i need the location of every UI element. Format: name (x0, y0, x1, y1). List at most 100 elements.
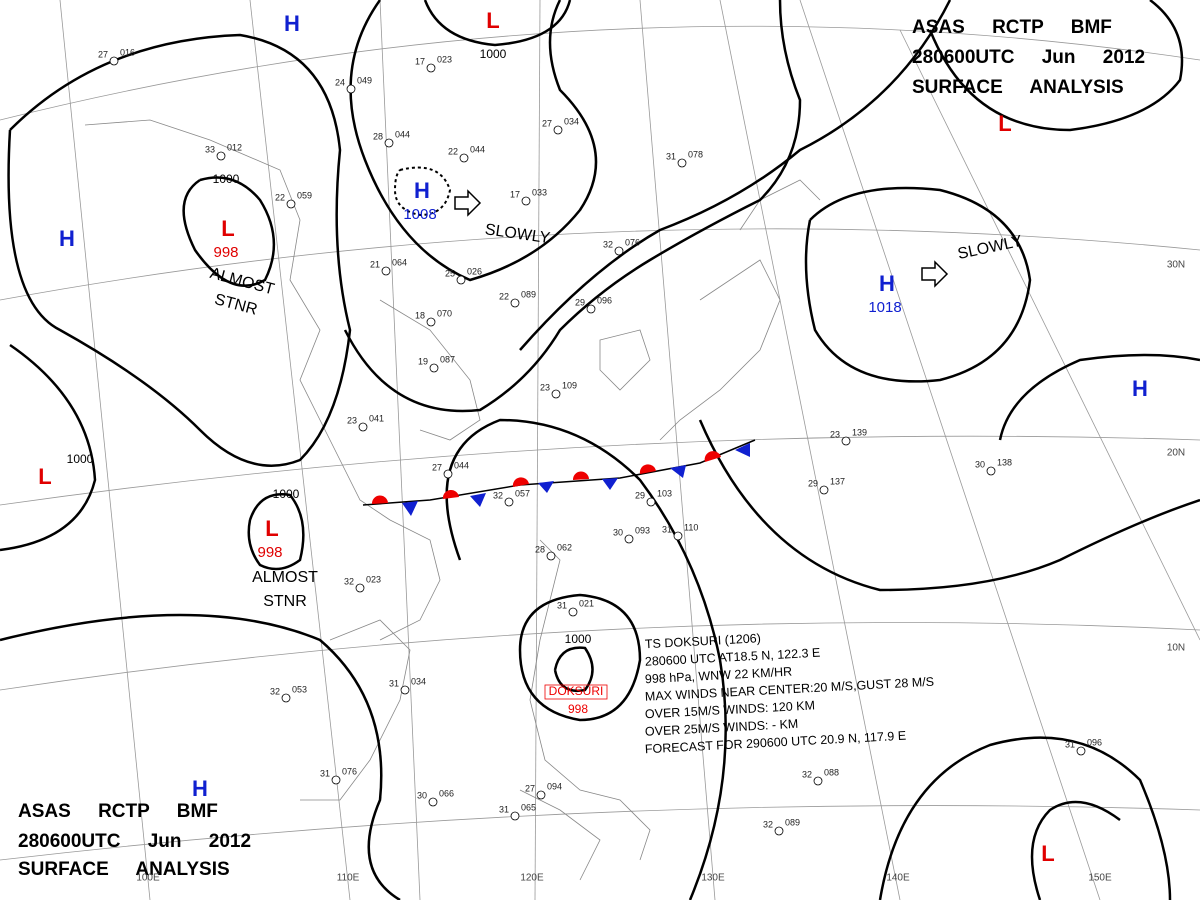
system-label: L (265, 516, 278, 541)
system-label: H (284, 11, 300, 36)
station-pressure: 096 (1087, 737, 1102, 747)
longitude-label: 120E (520, 873, 544, 884)
system-label: L (221, 216, 234, 241)
station-pressure: 064 (392, 257, 407, 267)
station-pressure: 110 (684, 522, 698, 532)
station-pressure: 021 (579, 598, 594, 608)
station-symbol (819, 485, 829, 495)
station-symbol (614, 246, 624, 256)
station-pressure: 044 (470, 144, 485, 154)
system-label: H (879, 271, 895, 296)
isobar-label: 1000 (67, 452, 94, 466)
station-symbol (504, 497, 514, 507)
station-temp: 24 (335, 77, 345, 87)
station-pressure: 103 (657, 488, 672, 498)
station-pressure: 023 (437, 54, 452, 64)
latitude-label: 30N (1167, 260, 1185, 271)
station-pressure: 065 (521, 802, 536, 812)
header-line: SURFACE ANALYSIS (18, 859, 230, 880)
system-label: L (38, 464, 51, 489)
station-temp: 18 (415, 310, 425, 320)
station-pressure: 057 (515, 488, 530, 498)
station-temp: 32 (344, 576, 354, 586)
system-pressure: 998 (257, 544, 282, 561)
station-symbol (216, 151, 226, 161)
station-symbol (986, 466, 996, 476)
station-pressure: 076 (342, 766, 357, 776)
station-temp: 27 (98, 49, 108, 59)
storm-name: DOKSURI (549, 684, 604, 698)
station-pressure: 049 (357, 75, 372, 85)
station-pressure: 139 (852, 427, 867, 437)
station-symbol (381, 266, 391, 276)
station-temp: 21 (370, 259, 380, 269)
station-pressure: 012 (227, 142, 242, 152)
station-symbol (429, 363, 439, 373)
station-pressure: 023 (366, 574, 381, 584)
station-temp: 32 (802, 769, 812, 779)
isobar-label: 1000 (213, 172, 240, 186)
station-symbol (646, 497, 656, 507)
station-symbol (568, 607, 578, 617)
station-pressure: 096 (597, 295, 612, 305)
station-symbol (774, 826, 784, 836)
station-symbol (331, 775, 341, 785)
station-temp: 23 (830, 429, 840, 439)
station-temp: 31 (557, 600, 567, 610)
station-symbol (443, 469, 453, 479)
station-pressure: 078 (688, 149, 703, 159)
station-temp: 22 (499, 291, 509, 301)
station-pressure: 041 (369, 413, 384, 423)
station-temp: 28 (373, 131, 383, 141)
station-pressure: 137 (830, 476, 845, 486)
station-temp: 32 (763, 819, 773, 829)
station-temp: 30 (975, 459, 985, 469)
station-symbol (426, 317, 436, 327)
longitude-label: 130E (701, 873, 725, 884)
station-temp: 31 (389, 678, 399, 688)
system-label: H (59, 226, 75, 251)
longitude-label: 110E (337, 873, 360, 884)
isobar-label: 1000 (273, 487, 300, 501)
station-symbol (355, 583, 365, 593)
header-line: SURFACE ANALYSIS (912, 77, 1124, 98)
station-pressure: 089 (785, 817, 800, 827)
station-temp: 22 (448, 146, 458, 156)
station-symbol (286, 199, 296, 209)
station-temp: 30 (417, 790, 427, 800)
stationary-note: STNR (263, 593, 307, 610)
station-symbol (358, 422, 368, 432)
header-line: 280600UTC Jun 2012 (18, 831, 251, 852)
station-pressure: 089 (521, 289, 536, 299)
station-temp: 25 (445, 268, 455, 278)
header-line: 280600UTC Jun 2012 (912, 47, 1145, 68)
station-temp: 32 (603, 239, 613, 249)
system-label: L (486, 8, 499, 33)
station-symbol (1076, 746, 1086, 756)
latitude-label: 10N (1167, 643, 1185, 654)
station-pressure: 087 (440, 354, 455, 364)
station-symbol (673, 531, 683, 541)
station-symbol (586, 304, 596, 314)
station-pressure: 026 (467, 266, 482, 276)
header-line: ASAS RCTP BMF (18, 801, 218, 822)
longitude-label: 140E (886, 873, 910, 884)
station-pressure: 109 (562, 380, 577, 390)
station-temp: 32 (493, 490, 503, 500)
station-pressure: 138 (997, 457, 1012, 467)
header-line: ASAS RCTP BMF (912, 17, 1112, 38)
station-temp: 29 (575, 297, 585, 307)
station-pressure: 076 (625, 237, 640, 247)
station-pressure: 034 (564, 116, 579, 126)
station-temp: 29 (635, 490, 645, 500)
stationary-front (362, 439, 756, 516)
system-label: H (192, 776, 208, 801)
station-temp: 30 (613, 527, 623, 537)
station-temp: 32 (270, 686, 280, 696)
storm-pressure: 998 (568, 702, 588, 716)
stationary-note: ALMOST (252, 569, 318, 586)
station-symbol (384, 138, 394, 148)
station-symbol (551, 389, 561, 399)
